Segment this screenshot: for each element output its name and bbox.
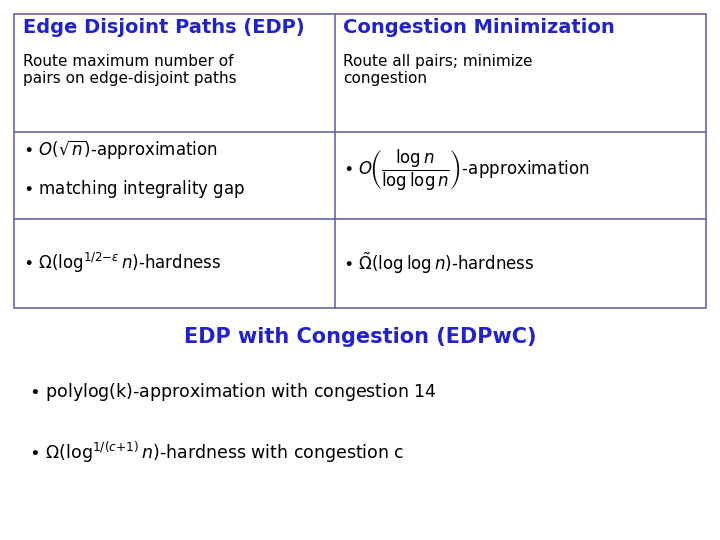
Text: Edge Disjoint Paths (EDP): Edge Disjoint Paths (EDP) (23, 18, 305, 37)
Text: Congestion Minimization: Congestion Minimization (343, 18, 615, 37)
Text: $\bullet\ \Omega(\log^{1/2-\epsilon} n)$-hardness: $\bullet\ \Omega(\log^{1/2-\epsilon} n)$… (23, 251, 222, 275)
Text: $\bullet\ \tilde{\Omega}(\log\log n)$-hardness: $\bullet\ \tilde{\Omega}(\log\log n)$-ha… (343, 251, 535, 276)
Text: Route maximum number of
pairs on edge-disjoint paths: Route maximum number of pairs on edge-di… (23, 54, 237, 86)
Text: $\bullet\ O(\sqrt{n})$-approximation: $\bullet\ O(\sqrt{n})$-approximation (23, 138, 217, 161)
Text: EDP with Congestion (EDPwC): EDP with Congestion (EDPwC) (184, 327, 536, 347)
Text: $\bullet\ $matching integrality gap: $\bullet\ $matching integrality gap (23, 178, 245, 200)
Text: Route all pairs; minimize
congestion: Route all pairs; minimize congestion (343, 54, 533, 86)
Text: $\bullet\ O\!\left(\dfrac{\log n}{\log\log n}\right)$-approximation: $\bullet\ O\!\left(\dfrac{\log n}{\log\l… (343, 147, 590, 193)
Bar (14, 14, 706, 308)
Text: $\bullet\ $polylog(k)-approximation with congestion 14: $\bullet\ $polylog(k)-approximation with… (29, 381, 436, 403)
Text: $\bullet\ \Omega(\log^{1/(c+1)} n)$-hardness with congestion c: $\bullet\ \Omega(\log^{1/(c+1)} n)$-hard… (29, 440, 404, 465)
